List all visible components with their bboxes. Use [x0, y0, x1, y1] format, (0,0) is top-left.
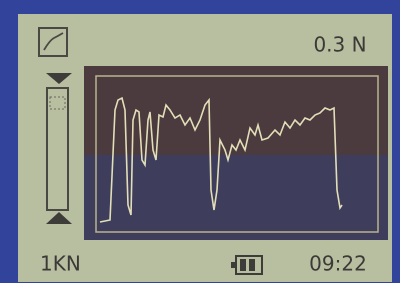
range-label: 1KN: [40, 252, 81, 276]
page: 0.3 N 1KN 09:22 (() => { const data = JS…: [0, 0, 400, 283]
battery-cell: [249, 259, 255, 271]
graph-area-lower: [84, 155, 388, 240]
clock: 09:22: [309, 252, 367, 276]
battery-tip: [231, 262, 236, 268]
battery-cell: [240, 259, 246, 271]
device-screen: 0.3 N 1KN 09:22: [0, 0, 400, 283]
force-reading: 0.3 N: [313, 33, 366, 57]
